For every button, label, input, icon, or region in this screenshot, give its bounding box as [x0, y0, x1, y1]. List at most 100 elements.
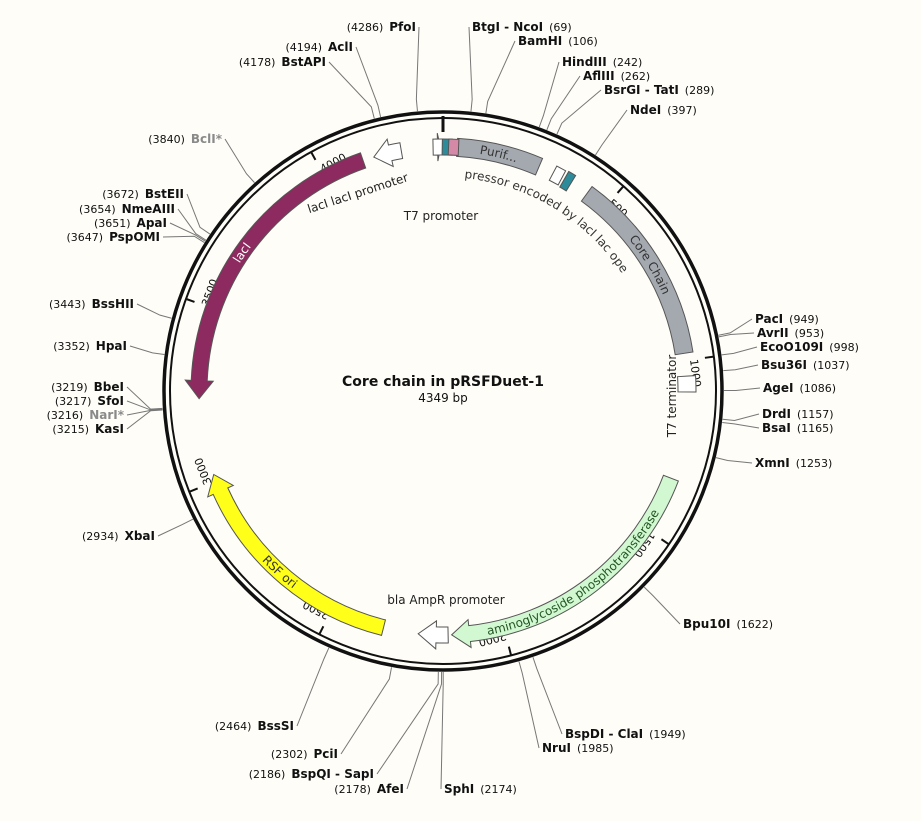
- site-name: KasI: [95, 422, 124, 436]
- site-ndei[interactable]: NdeI (397): [595, 103, 697, 156]
- site-label[interactable]: NruI (1985): [542, 741, 614, 755]
- site-label[interactable]: (2934) XbaI: [82, 529, 155, 543]
- site-bbei[interactable]: (3219) BbeI: [51, 380, 163, 410]
- site-label[interactable]: BsaI (1165): [762, 421, 833, 435]
- feature-shape[interactable]: [456, 137, 544, 176]
- site-bcli[interactable]: (3840) BclI*: [148, 132, 255, 183]
- site-nmeaiii[interactable]: (3654) NmeAIII: [79, 202, 207, 241]
- site-name: Bsu36I: [761, 358, 807, 372]
- site-label[interactable]: (4194) AclI: [285, 40, 353, 54]
- feature-bla-ampr-promoter[interactable]: bla AmpR promoter: [387, 593, 505, 650]
- site-avrii[interactable]: AvrII (953): [718, 326, 824, 340]
- site-leader-line: [723, 387, 761, 391]
- site-label[interactable]: Bpu10I (1622): [683, 617, 773, 631]
- site-sphi[interactable]: SphI (2174): [440, 671, 517, 796]
- site-bspqi-sapi[interactable]: (2186) BspQI - SapI: [249, 671, 439, 781]
- site-label[interactable]: (3840) BclI*: [148, 132, 222, 146]
- tick-mark: [310, 151, 317, 161]
- site-bsai[interactable]: BsaI (1165): [722, 421, 833, 435]
- site-label[interactable]: SphI (2174): [444, 782, 517, 796]
- site-label[interactable]: (3654) NmeAIII: [79, 202, 175, 216]
- site-label[interactable]: BsrGI - TatI (289): [604, 83, 714, 97]
- site-nari[interactable]: (3216) NarI*: [47, 408, 163, 422]
- site-acli[interactable]: (4194) AclI: [285, 40, 382, 118]
- site-label[interactable]: (3443) BssHII: [49, 297, 134, 311]
- site-label[interactable]: (3216) NarI*: [47, 408, 125, 422]
- site-afei[interactable]: (2178) AfeI: [334, 671, 443, 796]
- site-name: BsrGI - TatI: [604, 83, 679, 97]
- feature-shape[interactable]: [417, 619, 449, 650]
- site-drdi[interactable]: DrdI (1157): [722, 407, 834, 421]
- site-label[interactable]: DrdI (1157): [762, 407, 834, 421]
- feature-shape[interactable]: [184, 152, 367, 400]
- site-ecoo109i[interactable]: EcoO109I (998): [721, 340, 859, 356]
- site-bsshii[interactable]: (3443) BssHII: [49, 297, 172, 319]
- feature-core-chain[interactable]: Core Chain: [573, 185, 694, 368]
- site-bspdi-clai[interactable]: BspDI - ClaI (1949): [532, 657, 686, 741]
- site-label[interactable]: (3651) ApaI: [94, 216, 167, 230]
- site-nrui[interactable]: NruI (1985): [518, 661, 614, 755]
- site-kasi[interactable]: (3215) KasI: [52, 409, 163, 436]
- feature-shape[interactable]: [450, 474, 680, 649]
- site-label[interactable]: Bsu36I (1037): [761, 358, 850, 372]
- site-apai[interactable]: (3651) ApaI: [94, 216, 206, 242]
- feature-laci[interactable]: lacI: [184, 152, 367, 400]
- feature-shape[interactable]: [559, 170, 577, 192]
- site-label[interactable]: HindIII (242): [562, 55, 642, 69]
- site-leader-line: [722, 413, 760, 421]
- site-bpu10i[interactable]: Bpu10I (1622): [643, 586, 773, 631]
- site-afliii[interactable]: AflIII (262): [546, 69, 650, 131]
- site-xmni[interactable]: XmnI (1253): [715, 456, 832, 470]
- site-label[interactable]: BtgI - NcoI (69): [472, 20, 572, 34]
- feature-shape[interactable]: [373, 137, 404, 168]
- tick-mark: [704, 355, 714, 359]
- site-label[interactable]: (2464) BssSI: [215, 719, 294, 733]
- site-label[interactable]: (3219) BbeI: [51, 380, 124, 394]
- feature-aminoglycoside-phosphotransferase[interactable]: aminoglycoside phosphotransferase: [450, 474, 680, 649]
- site-bsrgi-tati[interactable]: BsrGI - TatI (289): [556, 83, 714, 135]
- site-bsssi[interactable]: (2464) BssSI: [215, 647, 330, 733]
- site-label[interactable]: NdeI (397): [630, 103, 697, 117]
- site-hindiii[interactable]: HindIII (242): [538, 55, 642, 128]
- site-pcii[interactable]: (2302) PciI: [271, 667, 393, 761]
- site-sfoi[interactable]: (3217) SfoI: [55, 394, 163, 411]
- site-agei[interactable]: AgeI (1086): [723, 381, 836, 395]
- small-feature-mark[interactable]: [548, 165, 567, 186]
- feature-shape[interactable]: [580, 185, 694, 356]
- site-label[interactable]: AgeI (1086): [763, 381, 836, 395]
- site-paci[interactable]: PacI (949): [718, 312, 819, 336]
- site-label[interactable]: BspDI - ClaI (1949): [565, 727, 686, 741]
- site-pfoi[interactable]: (4286) PfoI: [347, 20, 420, 112]
- small-feature-mark[interactable]: [447, 138, 460, 156]
- feature-shape[interactable]: [206, 473, 387, 637]
- site-label[interactable]: EcoO109I (998): [760, 340, 859, 354]
- site-label[interactable]: (4178) BstAPI: [239, 55, 326, 69]
- site-label[interactable]: (2302) PciI: [271, 747, 338, 761]
- site-label[interactable]: (3647) PspOMI: [66, 230, 160, 244]
- site-label[interactable]: PacI (949): [755, 312, 819, 326]
- site-label[interactable]: (3352) HpaI: [53, 339, 127, 353]
- site-label[interactable]: AvrII (953): [757, 326, 824, 340]
- site-bsu36i[interactable]: Bsu36I (1037): [723, 358, 850, 372]
- label-guide-path: [210, 476, 383, 632]
- site-bstapi[interactable]: (4178) BstAPI: [239, 55, 375, 119]
- site-xbai[interactable]: (2934) XbaI: [82, 518, 194, 543]
- site-hpai[interactable]: (3352) HpaI: [53, 339, 165, 355]
- site-label[interactable]: (2178) AfeI: [334, 782, 404, 796]
- site-label[interactable]: BamHI (106): [518, 34, 598, 48]
- site-bamhi[interactable]: BamHI (106): [485, 34, 598, 114]
- site-label[interactable]: (3672) BstEII: [102, 187, 184, 201]
- site-pspomi[interactable]: (3647) PspOMI: [66, 230, 205, 244]
- site-label[interactable]: (4286) PfoI: [347, 20, 416, 34]
- site-label[interactable]: (3217) SfoI: [55, 394, 124, 408]
- feature-rsf-ori[interactable]: RSF ori: [206, 473, 387, 637]
- site-label[interactable]: XmnI (1253): [755, 456, 832, 470]
- site-label[interactable]: AflIII (262): [583, 69, 650, 83]
- feature-t7-terminator[interactable]: T7 terminator: [665, 355, 697, 439]
- site-label[interactable]: (3215) KasI: [52, 422, 124, 436]
- site-label[interactable]: (2186) BspQI - SapI: [249, 767, 374, 781]
- feature-shape[interactable]: [677, 375, 697, 393]
- feature-purif[interactable]: Purif...: [391, 137, 594, 204]
- site-bsteii[interactable]: (3672) BstEII: [102, 187, 211, 235]
- site-btgi-ncoi[interactable]: BtgI - NcoI (69): [468, 20, 572, 112]
